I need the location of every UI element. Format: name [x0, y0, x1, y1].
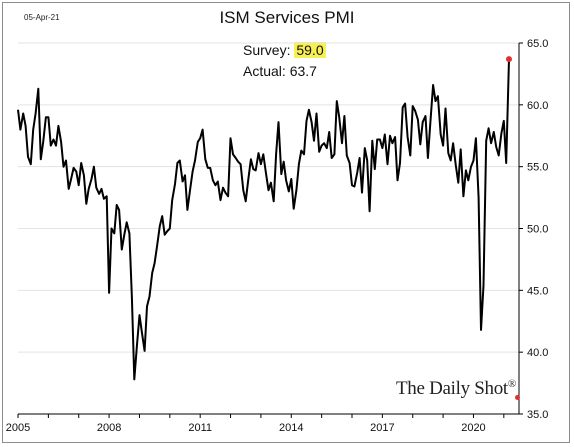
brand-mark: ®: [507, 378, 516, 390]
y-tick-label: 50.0: [527, 224, 548, 236]
y-tick-label: 55.0: [527, 162, 548, 174]
grid-lines: [18, 42, 519, 353]
y-axis-ticks: 35.0 40.0 45.0 50.0 55.0 60.0 65.0: [519, 38, 548, 421]
latest-value-marker: [505, 56, 512, 63]
brand-dot: [515, 395, 520, 400]
chart-frame: [2, 2, 570, 443]
x-tick-label: 2017: [370, 422, 394, 434]
brand-logo: The Daily Shot®: [396, 378, 516, 400]
y-tick-label: 45.0: [527, 285, 548, 297]
x-tick-label: 2014: [279, 422, 303, 434]
survey-annotation: Survey: 59.0: [243, 42, 326, 58]
x-tick-label: 2005: [6, 422, 30, 434]
brand-text: The Daily Shot: [396, 378, 508, 399]
y-tick-label: 65.0: [527, 38, 548, 50]
chart-title: ISM Services PMI: [219, 8, 355, 27]
x-tick-label: 2008: [97, 422, 121, 434]
y-tick-label: 60.0: [527, 100, 548, 112]
series-line: [17, 59, 510, 381]
date-stamp: 05-Apr-21: [24, 13, 60, 22]
survey-value: 59.0: [294, 42, 326, 58]
actual-value: 63.7: [289, 63, 317, 79]
x-tick-label: 2020: [461, 422, 485, 434]
y-tick-label: 35.0: [527, 409, 548, 421]
survey-label: Survey:: [243, 42, 291, 58]
x-tick-label: 2011: [188, 422, 212, 434]
y-tick-label: 40.0: [527, 347, 548, 359]
actual-label: Actual:: [243, 63, 286, 79]
actual-annotation: Actual: 63.7: [243, 63, 317, 79]
x-axis-ticks: 2005 2008 2011 2014 2017 2020: [6, 414, 505, 434]
